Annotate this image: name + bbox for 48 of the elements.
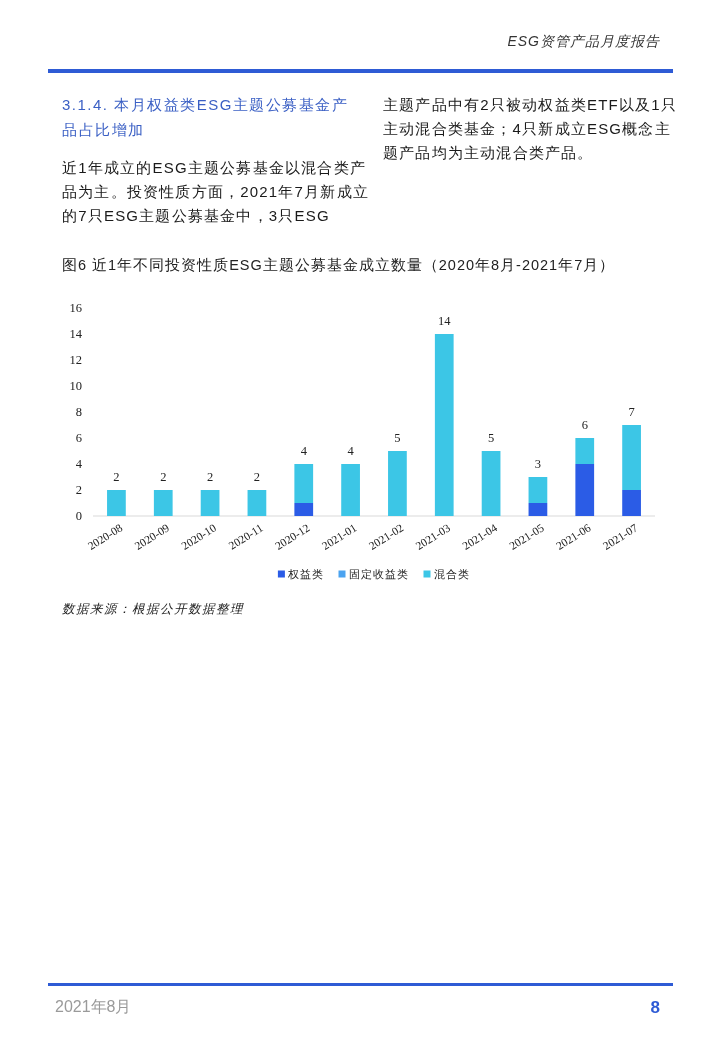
text: 主题产品中有2只被动权益类ETF以及1只主动混合类基金；4只新成立ESG概念主题产品均为主动混合类产品。: [383, 95, 678, 163]
y-tick-label: 0: [75, 509, 82, 524]
bar: [200, 490, 220, 516]
legend-label: 混合类: [433, 567, 471, 580]
bar: [153, 490, 173, 516]
chart-subtitle: 3.1.4. 本月权益类ESG主题公募基金产品占比增加: [62, 95, 350, 140]
bar: [575, 438, 595, 464]
bar: [434, 334, 454, 516]
source-note: 数据来源：根据公开数据整理: [62, 601, 244, 618]
text: 近1年成立的ESG主题公募基金以混合类产品为主。投资性质方面，2021年7月新成立的7只ESG主题公募基金中，3只ESG: [62, 158, 370, 226]
legend-label: 权益类: [286, 567, 325, 580]
total-label: 5: [394, 431, 401, 445]
y-tick-label: 4: [75, 457, 83, 472]
y-tick-label: 2: [75, 483, 82, 498]
total-label: 2: [206, 470, 214, 484]
legend-label: 固定收益类: [348, 567, 410, 580]
y-tick-label: 12: [69, 353, 82, 368]
total-label: 3: [534, 457, 542, 471]
y-tick-label: 14: [69, 327, 83, 342]
bar: [107, 490, 126, 516]
bar: [622, 490, 641, 516]
total-label: 2: [113, 470, 120, 484]
total-label: 4: [300, 444, 308, 458]
total-label: 4: [347, 444, 355, 458]
total-label: 6: [581, 418, 588, 432]
y-tick-label: 8: [75, 405, 82, 420]
text: 2021年8月: [55, 997, 132, 1017]
y-tick-label: 16: [69, 301, 82, 316]
total-label: 2: [253, 470, 261, 484]
total-label: 5: [487, 431, 495, 445]
bar: [341, 464, 360, 516]
bar: [528, 477, 548, 503]
bar: [575, 464, 595, 516]
y-tick-label: 10: [69, 379, 82, 394]
total-label: 2: [160, 470, 167, 484]
bar: [388, 451, 407, 516]
text: ESG资管产品月度报告: [507, 33, 660, 51]
bar: [622, 425, 641, 490]
total-label: 14: [438, 314, 452, 328]
bar: [481, 451, 501, 516]
bar: [247, 490, 267, 516]
y-tick-label: 6: [75, 431, 82, 446]
bar: [528, 503, 548, 516]
total-label: 7: [628, 405, 635, 419]
bar: [294, 464, 314, 503]
chart-title: 图6 近1年不同投资性质ESG主题公募基金成立数量（2020年8月-2021年7月）: [62, 256, 616, 275]
bar: [294, 503, 314, 516]
text: 8: [650, 998, 660, 1018]
